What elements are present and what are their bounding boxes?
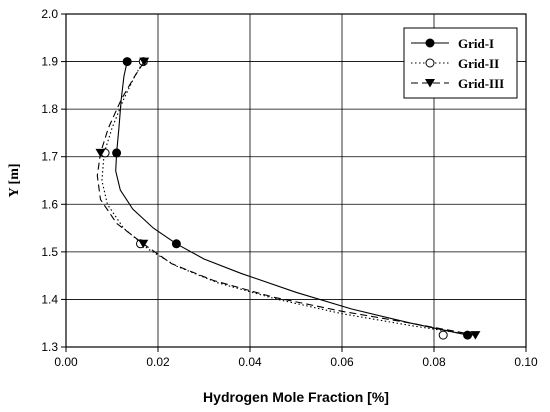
series-grid-iii <box>95 57 481 340</box>
x-tick-label: 0.04 <box>238 355 262 369</box>
plot-area <box>65 13 527 348</box>
y-tick-label: 1.5 <box>41 245 58 259</box>
data-point <box>122 57 132 67</box>
legend-label: Grid-I <box>458 36 494 51</box>
x-tick-label: 0.08 <box>422 355 446 369</box>
legend-marker <box>425 79 435 88</box>
data-point <box>95 148 106 158</box>
legend-label: Grid-III <box>458 76 504 91</box>
legend-marker <box>425 38 435 48</box>
y-tick-label: 2.0 <box>41 7 58 21</box>
x-tick-label: 0.06 <box>330 355 354 369</box>
data-point <box>463 330 473 340</box>
y-tick-label: 1.7 <box>41 150 58 164</box>
series-layer <box>95 57 481 340</box>
x-tick-label: 0.02 <box>146 355 170 369</box>
data-point <box>438 330 448 340</box>
axis-ticks: 0.00 0.02 0.04 0.06 0.08 0.10 1.3 1.4 1.5 1.6 1.7 1… <box>41 7 538 369</box>
data-point <box>470 331 481 340</box>
series-line <box>115 61 468 336</box>
data-point <box>139 57 150 67</box>
data-point <box>112 148 122 158</box>
series-line <box>96 61 476 336</box>
y-tick-label: 1.6 <box>41 197 58 211</box>
y-tick-label: 1.4 <box>41 292 58 306</box>
series-grid-i <box>112 57 473 340</box>
y-axis-title: Y [m] <box>7 163 22 197</box>
data-point <box>171 239 181 249</box>
x-tick-label: 0.00 <box>54 355 78 369</box>
series-grid-ii <box>100 57 474 340</box>
y-tick-label: 1.3 <box>41 340 58 354</box>
y-tick-label: 1.8 <box>41 102 58 116</box>
data-point <box>138 239 149 249</box>
x-axis-title: Hydrogen Mole Fraction [%] <box>203 389 389 405</box>
y-tick-label: 1.9 <box>41 55 58 69</box>
legend-box <box>403 27 518 99</box>
legend-label: Grid-II <box>458 56 499 71</box>
series-line <box>101 61 474 336</box>
legend: Grid-I Grid-II Grid-III <box>403 27 518 99</box>
legend-marker <box>425 58 435 68</box>
x-tick-label: 0.10 <box>514 355 538 369</box>
